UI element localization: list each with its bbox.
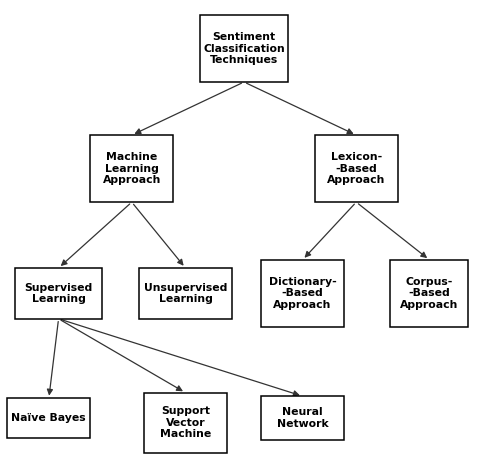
Text: Lexicon-
-Based
Approach: Lexicon- -Based Approach xyxy=(327,152,386,185)
FancyBboxPatch shape xyxy=(390,260,468,327)
FancyBboxPatch shape xyxy=(7,398,90,438)
Text: Dictionary-
-Based
Approach: Dictionary- -Based Approach xyxy=(269,277,336,310)
FancyBboxPatch shape xyxy=(90,135,173,202)
Text: Support
Vector
Machine: Support Vector Machine xyxy=(160,406,211,439)
Text: Supervised
Learning: Supervised Learning xyxy=(24,283,93,304)
Text: Naïve Bayes: Naïve Bayes xyxy=(12,413,86,423)
FancyBboxPatch shape xyxy=(261,396,344,440)
Text: Unsupervised
Learning: Unsupervised Learning xyxy=(144,283,227,304)
Text: Corpus-
-Based
Approach: Corpus- -Based Approach xyxy=(400,277,459,310)
Text: Neural
Network: Neural Network xyxy=(277,407,328,429)
FancyBboxPatch shape xyxy=(315,135,398,202)
FancyBboxPatch shape xyxy=(200,15,288,82)
Text: Sentiment
Classification
Techniques: Sentiment Classification Techniques xyxy=(203,32,285,65)
FancyBboxPatch shape xyxy=(15,268,102,319)
Text: Machine
Learning
Approach: Machine Learning Approach xyxy=(102,152,161,185)
FancyBboxPatch shape xyxy=(144,393,227,453)
FancyBboxPatch shape xyxy=(261,260,344,327)
FancyBboxPatch shape xyxy=(139,268,232,319)
